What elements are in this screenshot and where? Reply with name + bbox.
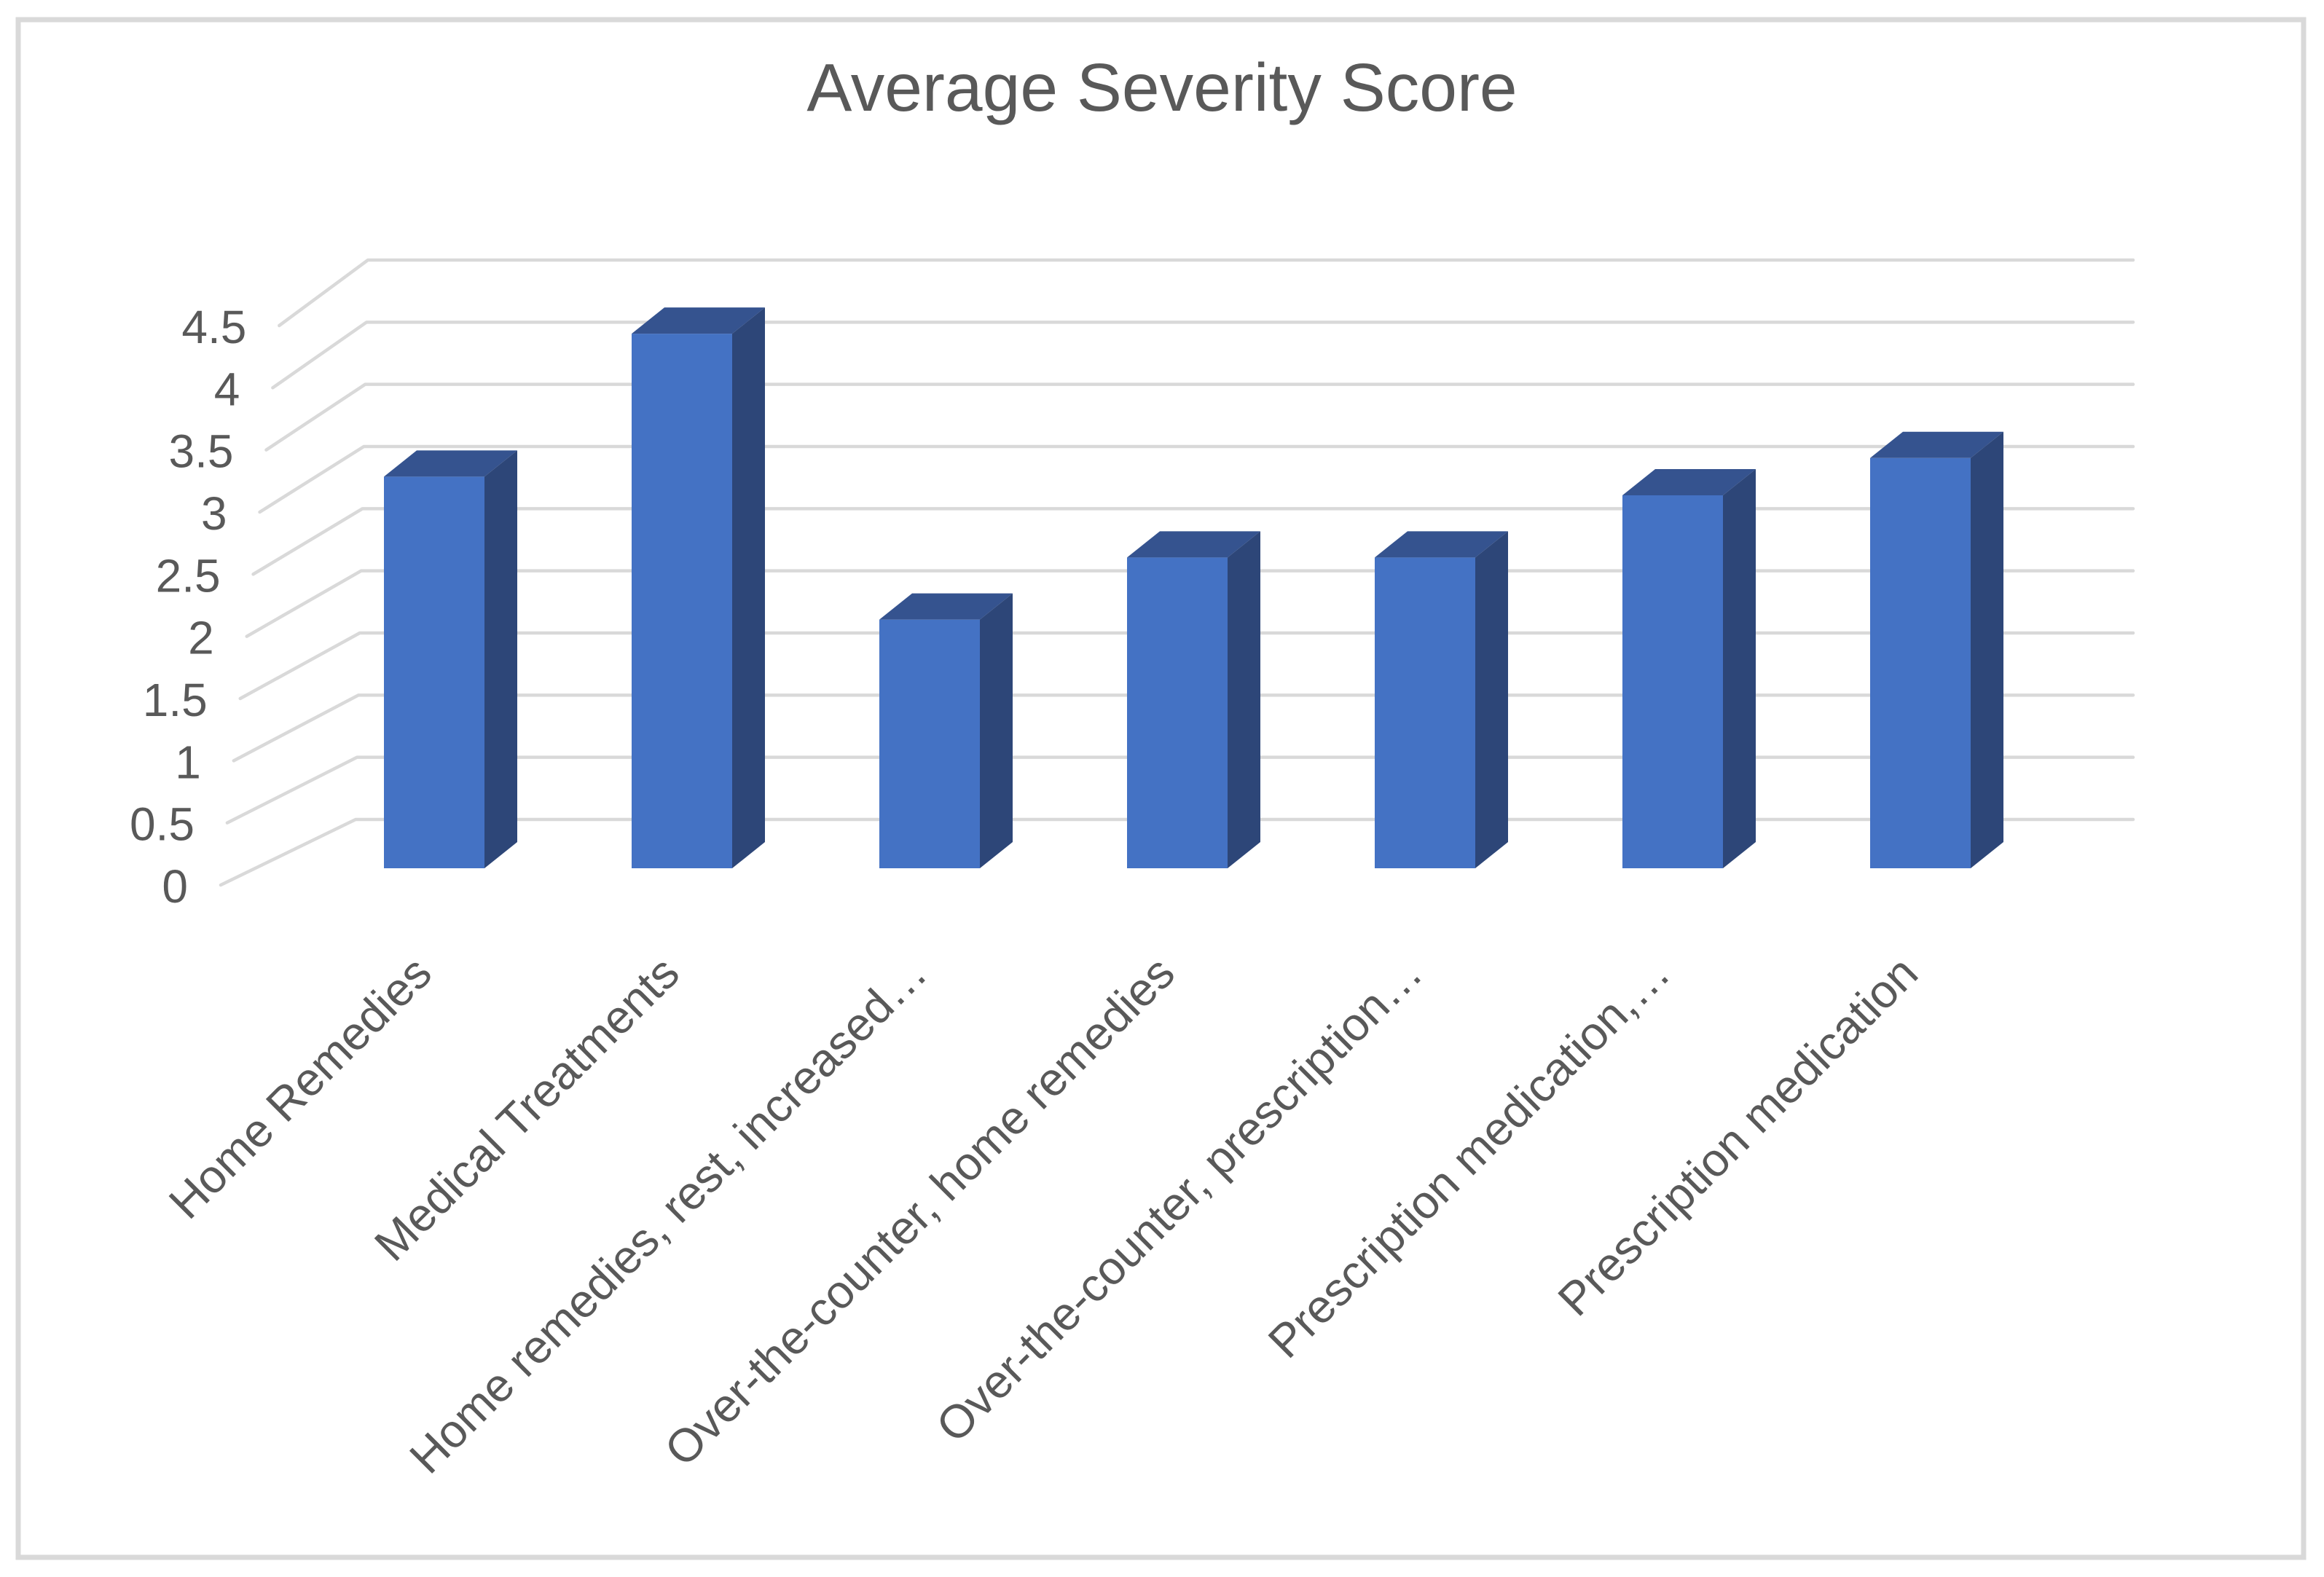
- gridline: [232, 693, 2135, 763]
- y-axis-tick-label: 4.5: [181, 301, 246, 353]
- bar-front-face: [384, 476, 484, 868]
- bar-side-face: [1723, 468, 1756, 868]
- bar-5: [1375, 531, 1508, 868]
- bar-front-face: [632, 334, 732, 868]
- gridline: [245, 569, 2135, 638]
- bar-front-face: [1870, 457, 1971, 868]
- bar-side-face: [732, 307, 765, 868]
- bar-3: [879, 593, 1013, 868]
- category-label: Over-the-counter, home remedies: [654, 946, 1185, 1476]
- gridline: [258, 444, 2135, 514]
- bar-front-face: [1622, 495, 1723, 868]
- gridline: [271, 320, 2135, 390]
- y-axis-tick-labels: 0 0.5 1 1.5 2 2.5 3 3.5 4 4.5: [130, 301, 246, 913]
- y-axis-tick-label: 4: [214, 363, 240, 415]
- chart-title: Average Severity Score: [806, 50, 1517, 125]
- bar-4: [1127, 531, 1260, 868]
- bar-top-face: [1375, 531, 1508, 558]
- bar-top-face: [879, 593, 1013, 620]
- gridline: [238, 631, 2135, 701]
- bar-side-face: [1228, 531, 1260, 868]
- gridline: [264, 382, 2135, 452]
- bar-2: [632, 307, 765, 868]
- category-label: Prescription medication,…: [1258, 946, 1680, 1368]
- category-label: Over-the-counter, prescription…: [926, 946, 1432, 1452]
- bar-front-face: [1375, 557, 1475, 868]
- bar-top-face: [1870, 431, 2003, 458]
- category-label: Home Remedies: [159, 946, 441, 1229]
- y-axis-tick-label: 3: [201, 487, 227, 540]
- y-axis-tick-label: 3.5: [168, 425, 233, 478]
- bar-top-face: [1622, 468, 1756, 495]
- bar-front-face: [1127, 557, 1228, 868]
- y-axis-tick-label: 0: [162, 860, 188, 913]
- bar-side-face: [1475, 531, 1508, 868]
- bar-1: [384, 450, 517, 868]
- bar-top-face: [1127, 531, 1260, 558]
- category-label: Home remedies, rest, increased…: [399, 946, 937, 1484]
- bar-side-face: [484, 450, 517, 868]
- bar-top-face: [632, 307, 765, 334]
- bars-group: [384, 307, 2003, 868]
- y-axis-tick-label: 2.5: [156, 549, 221, 602]
- y-axis-tick-label: 1: [175, 736, 201, 788]
- bar-front-face: [879, 619, 980, 868]
- gridlines-group: [219, 258, 2135, 887]
- gridline: [251, 507, 2135, 576]
- bar-side-face: [980, 593, 1013, 868]
- bar-top-face: [384, 450, 517, 477]
- y-axis-tick-label: 2: [188, 612, 214, 664]
- gridline: [225, 755, 2135, 825]
- gridline: [278, 258, 2135, 328]
- y-axis-tick-label: 0.5: [130, 798, 195, 851]
- y-axis-tick-label: 1.5: [143, 674, 208, 726]
- chart-frame-border: [15, 17, 2307, 1560]
- bar-side-face: [1971, 431, 2003, 868]
- bar-6: [1622, 468, 1756, 868]
- gridline: [219, 817, 2135, 887]
- bar-7: [1870, 431, 2003, 868]
